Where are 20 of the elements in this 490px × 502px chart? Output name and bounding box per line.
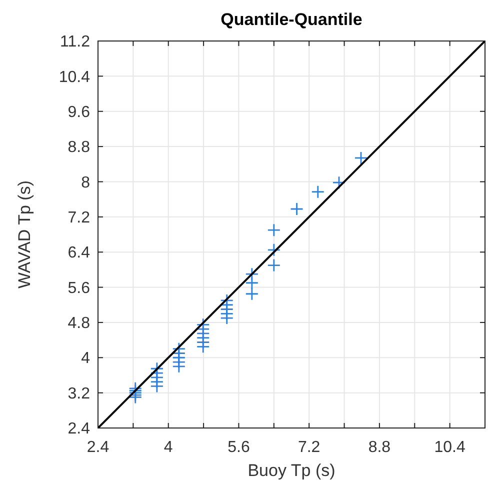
y-tick-label: 10.4 (58, 68, 90, 86)
y-tick-label: 4.8 (68, 315, 90, 332)
y-tick-label: 11.2 (60, 34, 90, 51)
x-tick-label: 10.4 (434, 439, 466, 456)
x-tick-label: 4 (164, 439, 173, 456)
y-tick-label: 6.4 (68, 244, 90, 262)
y-tick-label: 8 (81, 174, 90, 192)
x-tick-label: 7.2 (298, 439, 320, 456)
y-tick-label: 5.6 (68, 280, 90, 297)
y-tick-label: 2.4 (68, 420, 90, 438)
y-axis-title: WAVAD Tp (s) (15, 180, 34, 288)
y-tick-label: 9.6 (68, 104, 90, 121)
y-tick-label: 7.2 (68, 210, 90, 227)
y-tick-label: 3.2 (68, 385, 90, 402)
chart-title: Quantile-Quantile (220, 10, 362, 29)
y-tick-label: 4 (81, 350, 90, 368)
x-tick-label: 5.6 (228, 439, 250, 456)
x-tick-label: 8.8 (368, 439, 391, 456)
x-axis-title: Buoy Tp (s) (248, 461, 336, 480)
y-tick-label: 8.8 (68, 139, 90, 156)
